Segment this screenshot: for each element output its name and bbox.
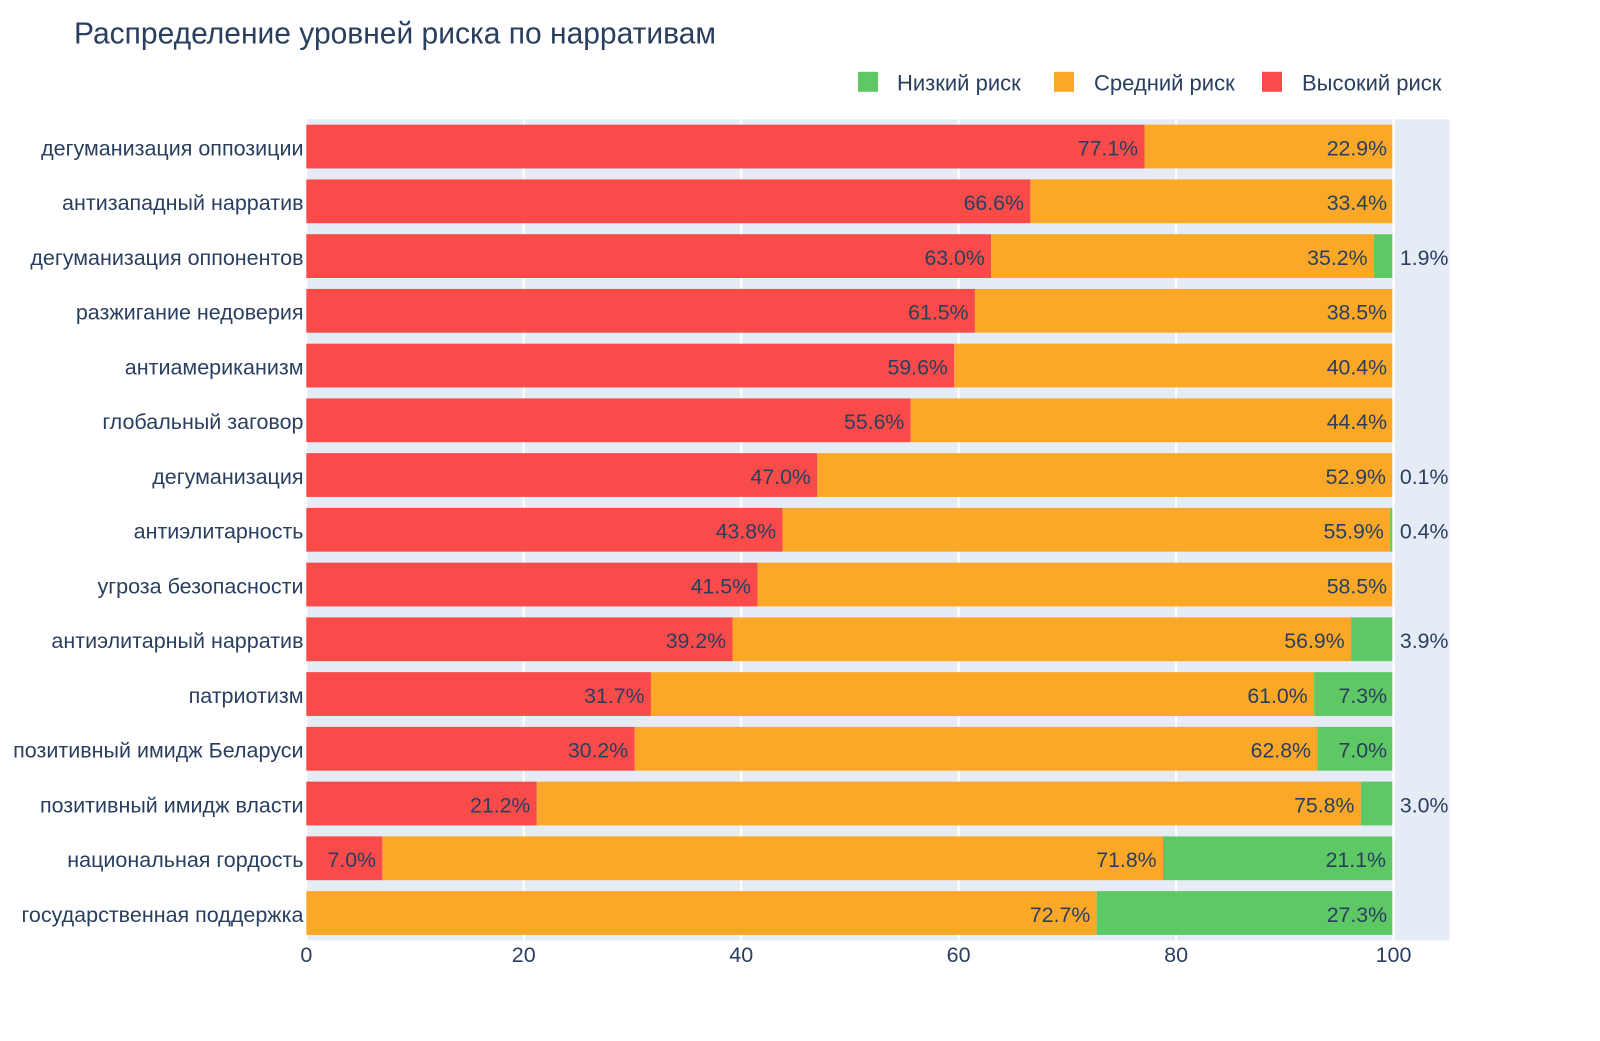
- svg-text:антиэлитарный нарратив: антиэлитарный нарратив: [51, 629, 303, 653]
- svg-text:дегуманизация оппозиции: дегуманизация оппозиции: [41, 136, 303, 160]
- svg-text:1.9%: 1.9%: [1400, 246, 1449, 270]
- svg-text:Средний риск: Средний риск: [1094, 71, 1235, 96]
- svg-text:40.4%: 40.4%: [1327, 355, 1387, 379]
- svg-text:41.5%: 41.5%: [691, 574, 751, 598]
- svg-text:позитивный имидж Беларуси: позитивный имидж Беларуси: [13, 739, 303, 763]
- svg-text:38.5%: 38.5%: [1327, 301, 1387, 325]
- svg-text:77.1%: 77.1%: [1078, 136, 1138, 160]
- svg-text:Распределение уровней риска по: Распределение уровней риска по нарратива…: [74, 15, 716, 50]
- svg-text:62.8%: 62.8%: [1251, 739, 1311, 763]
- svg-text:21.1%: 21.1%: [1326, 848, 1386, 872]
- svg-text:60: 60: [947, 943, 971, 967]
- svg-text:дегуманизация: дегуманизация: [152, 465, 303, 489]
- svg-text:61.5%: 61.5%: [908, 301, 968, 325]
- svg-text:0: 0: [300, 943, 312, 967]
- svg-text:глобальный заговор: глобальный заговор: [102, 410, 303, 434]
- svg-text:разжигание недоверия: разжигание недоверия: [76, 301, 304, 325]
- svg-text:0.1%: 0.1%: [1400, 465, 1449, 489]
- svg-text:75.8%: 75.8%: [1294, 793, 1354, 817]
- svg-text:Низкий риск: Низкий риск: [897, 71, 1021, 96]
- svg-text:7.0%: 7.0%: [1339, 739, 1388, 763]
- svg-text:58.5%: 58.5%: [1327, 574, 1387, 598]
- svg-text:Высокий риск: Высокий риск: [1302, 71, 1442, 96]
- svg-text:39.2%: 39.2%: [666, 629, 726, 653]
- svg-text:27.3%: 27.3%: [1327, 903, 1387, 927]
- svg-text:22.9%: 22.9%: [1327, 136, 1387, 160]
- svg-text:35.2%: 35.2%: [1307, 246, 1367, 270]
- svg-text:угроза безопасности: угроза безопасности: [98, 574, 304, 598]
- svg-text:дегуманизация оппонентов: дегуманизация оппонентов: [30, 246, 303, 270]
- svg-text:0.4%: 0.4%: [1400, 520, 1449, 544]
- svg-text:44.4%: 44.4%: [1327, 410, 1387, 434]
- svg-text:патриотизм: патриотизм: [189, 684, 304, 708]
- svg-text:56.9%: 56.9%: [1284, 629, 1344, 653]
- svg-text:антизападный нарратив: антизападный нарратив: [62, 191, 303, 215]
- svg-text:20: 20: [512, 943, 536, 967]
- svg-text:3.0%: 3.0%: [1400, 793, 1449, 817]
- svg-text:55.6%: 55.6%: [844, 410, 904, 434]
- svg-text:33.4%: 33.4%: [1327, 191, 1387, 215]
- svg-text:47.0%: 47.0%: [750, 465, 810, 489]
- svg-text:72.7%: 72.7%: [1030, 903, 1090, 927]
- svg-text:63.0%: 63.0%: [924, 246, 984, 270]
- svg-text:национальная гордость: национальная гордость: [67, 848, 303, 872]
- svg-text:40: 40: [729, 943, 753, 967]
- svg-text:7.0%: 7.0%: [327, 848, 376, 872]
- svg-text:3.9%: 3.9%: [1400, 629, 1449, 653]
- svg-text:антиамериканизм: антиамериканизм: [125, 355, 304, 379]
- svg-text:7.3%: 7.3%: [1339, 684, 1388, 708]
- svg-text:антиэлитарность: антиэлитарность: [134, 520, 304, 544]
- svg-text:позитивный имидж власти: позитивный имидж власти: [40, 793, 304, 817]
- svg-text:43.8%: 43.8%: [716, 520, 776, 544]
- svg-text:55.9%: 55.9%: [1323, 520, 1383, 544]
- svg-text:100: 100: [1376, 943, 1412, 967]
- svg-text:31.7%: 31.7%: [584, 684, 644, 708]
- svg-text:52.9%: 52.9%: [1326, 465, 1386, 489]
- svg-text:66.6%: 66.6%: [964, 191, 1024, 215]
- svg-text:61.0%: 61.0%: [1247, 684, 1307, 708]
- svg-text:80: 80: [1164, 943, 1188, 967]
- svg-text:71.8%: 71.8%: [1096, 848, 1156, 872]
- svg-text:59.6%: 59.6%: [887, 355, 947, 379]
- svg-text:государственная поддержка: государственная поддержка: [22, 903, 304, 927]
- svg-text:21.2%: 21.2%: [470, 793, 530, 817]
- svg-text:30.2%: 30.2%: [568, 739, 628, 763]
